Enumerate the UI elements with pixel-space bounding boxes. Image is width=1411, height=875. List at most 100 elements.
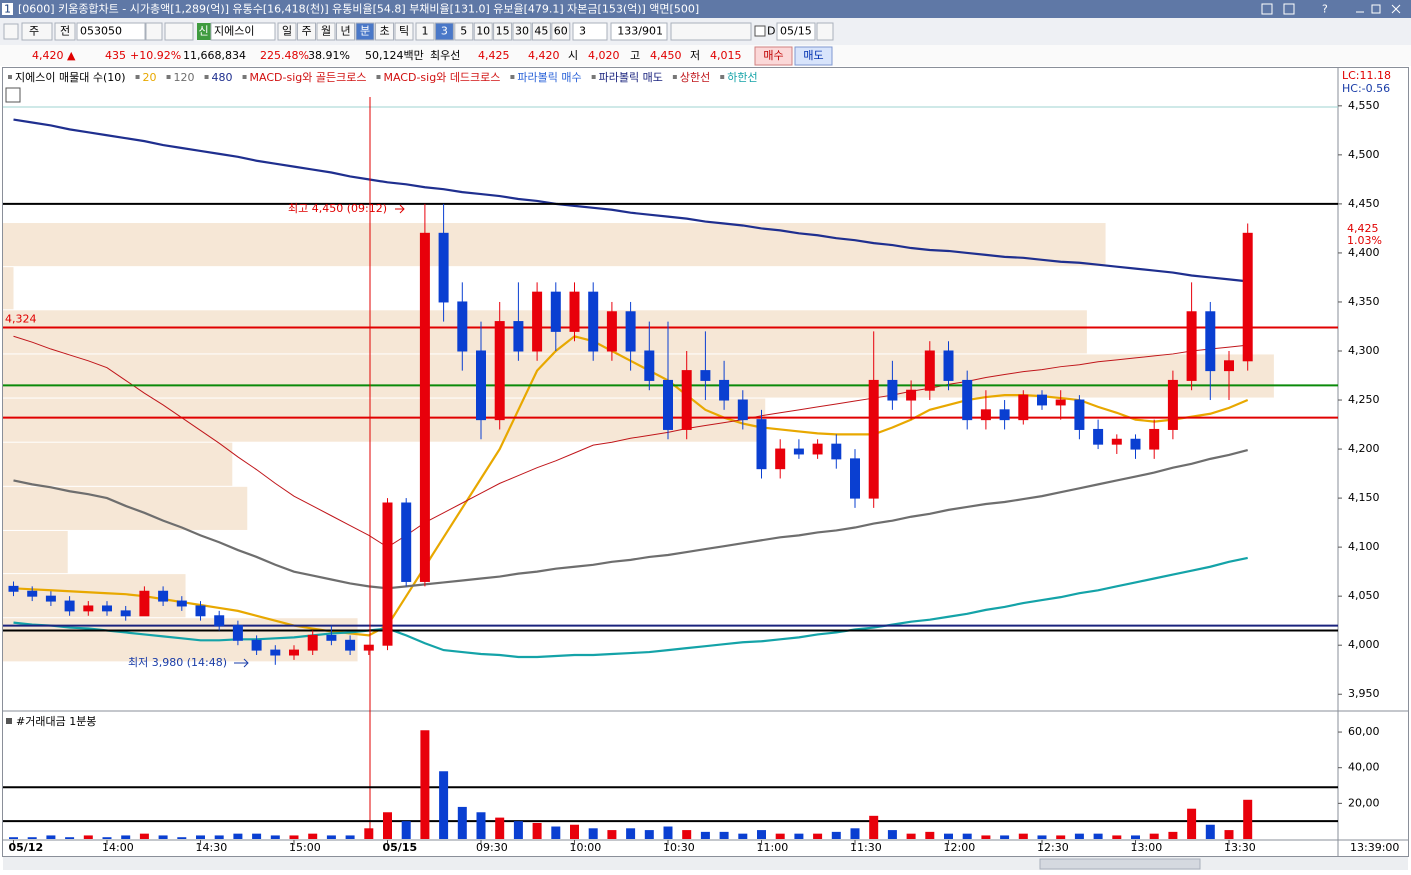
x-tick-label: 15:00 [289, 841, 321, 854]
period-button[interactable] [316, 22, 336, 41]
low-annotation: 최저 3,980 (14:48) [128, 656, 227, 669]
candle-body [1018, 394, 1029, 421]
date: 05/15 [780, 25, 812, 38]
tool-icons[interactable] [670, 22, 752, 41]
range-select[interactable] [54, 22, 76, 41]
x-tick-label: 13:30 [1224, 841, 1256, 854]
minute-button[interactable] [415, 22, 435, 41]
minute-button[interactable] [493, 22, 513, 41]
minute-label: 15 [496, 25, 510, 38]
volume-bar [65, 837, 75, 839]
candle-body [45, 595, 56, 602]
market-select[interactable] [21, 22, 53, 41]
btn-close[interactable] [1391, 4, 1401, 14]
candle-body [176, 600, 187, 607]
candle-body [1242, 232, 1253, 362]
legend-label[interactable]: 120 [174, 71, 195, 84]
pages-field[interactable] [610, 22, 668, 41]
window-buttons[interactable]: ? [1261, 3, 1401, 16]
btn-help[interactable]: ? [1322, 3, 1328, 16]
buy-button[interactable] [754, 46, 793, 66]
period-label: 초 [379, 25, 389, 38]
volume-bar [196, 835, 205, 839]
badge: 신 [199, 25, 209, 38]
btn-link[interactable] [1261, 3, 1273, 15]
name-field[interactable] [210, 22, 276, 41]
price: 4,420 ▲ [32, 49, 76, 62]
minute-button[interactable] [551, 22, 571, 41]
minute-label: 5 [460, 25, 467, 38]
candle-body [1205, 311, 1216, 372]
menu-icon[interactable] [5, 87, 21, 103]
x-tick-label: 12:30 [1037, 841, 1069, 854]
volume-bar [813, 833, 823, 839]
legend-label[interactable]: 지에스이 매물대 수(10) [15, 71, 126, 84]
y-tick-label: 4,300 [1348, 344, 1380, 357]
sound-btn[interactable] [164, 22, 194, 41]
date-checkbox[interactable] [754, 25, 766, 37]
window-number-box [2, 3, 13, 15]
lc-label: LC:11.18 [1342, 69, 1391, 82]
legend-label[interactable]: 파라볼릭 매도 [599, 71, 663, 84]
window-title: [0600] 키움종합차트 - 시가총액[1,289(억)] 유통수[16,41… [18, 2, 699, 16]
last-price-box [1340, 223, 1408, 247]
legend-label[interactable]: 하한선 [727, 70, 757, 84]
minute-button[interactable] [531, 22, 551, 41]
legend-label[interactable]: 상한선 [680, 71, 710, 84]
period-button[interactable] [375, 22, 394, 41]
x-tick-label: 14:30 [196, 841, 228, 854]
date-field[interactable] [776, 22, 816, 41]
minute-button[interactable] [512, 22, 532, 41]
badge-box [197, 23, 211, 40]
tool-icon[interactable] [3, 23, 19, 40]
period-button[interactable] [297, 22, 316, 41]
open-label: 시 [568, 49, 578, 62]
calendar-btn[interactable] [816, 22, 834, 41]
scroll-thumb[interactable] [1039, 858, 1201, 870]
x-tick-label: 05/12 [9, 841, 44, 854]
candle-body [363, 644, 374, 651]
period-button[interactable] [277, 22, 297, 41]
candle-body [326, 634, 337, 641]
period-button[interactable] [355, 22, 375, 41]
turnover: 38.91% [308, 49, 350, 62]
volume-bar [252, 833, 262, 839]
period-button[interactable] [394, 22, 414, 41]
amount: 50,124백만 [365, 49, 424, 62]
volume-bar [345, 835, 355, 839]
legend-label[interactable]: 20 [143, 71, 157, 84]
legend-label[interactable]: 파라볼릭 매수 [517, 71, 581, 84]
candle-body [102, 605, 112, 612]
candle-body [1186, 311, 1197, 381]
volume-bar [532, 822, 542, 839]
volume-bar [46, 835, 56, 839]
candle-body [663, 379, 673, 430]
volume-profile-bar [3, 310, 1087, 354]
quote-bar [0, 45, 1411, 66]
minute-button[interactable] [434, 22, 454, 41]
legend-marker [591, 75, 596, 79]
volume-bar [570, 824, 579, 839]
candle-body [1111, 438, 1122, 445]
volume-bar [757, 830, 766, 839]
volume-bar [289, 835, 299, 839]
axes: 3,950 4,000 4,050 4,100 4,150 4,200 4,250 4,300… [9, 99, 1380, 854]
minute-buttons: 1 3 5 10 15 30 45 60 [415, 22, 571, 41]
minute-button[interactable] [473, 22, 493, 41]
code-input[interactable] [76, 22, 146, 41]
btn-copy[interactable] [1283, 3, 1295, 15]
period-button[interactable] [336, 22, 355, 41]
legend-label[interactable]: MACD-sig와 데드크로스 [383, 71, 500, 84]
candle-body [139, 590, 150, 617]
minute-button[interactable] [454, 22, 474, 41]
candle-body [476, 350, 486, 421]
btn-max[interactable] [1371, 4, 1381, 14]
sell-button[interactable] [794, 46, 833, 66]
count-select[interactable] [572, 22, 608, 41]
volume-bar [663, 826, 673, 839]
legend-label[interactable]: MACD-sig와 골든크로스 [250, 71, 367, 84]
candle-body [532, 291, 543, 352]
legend-label[interactable]: 480 [212, 71, 233, 84]
search-btn[interactable] [145, 22, 163, 41]
